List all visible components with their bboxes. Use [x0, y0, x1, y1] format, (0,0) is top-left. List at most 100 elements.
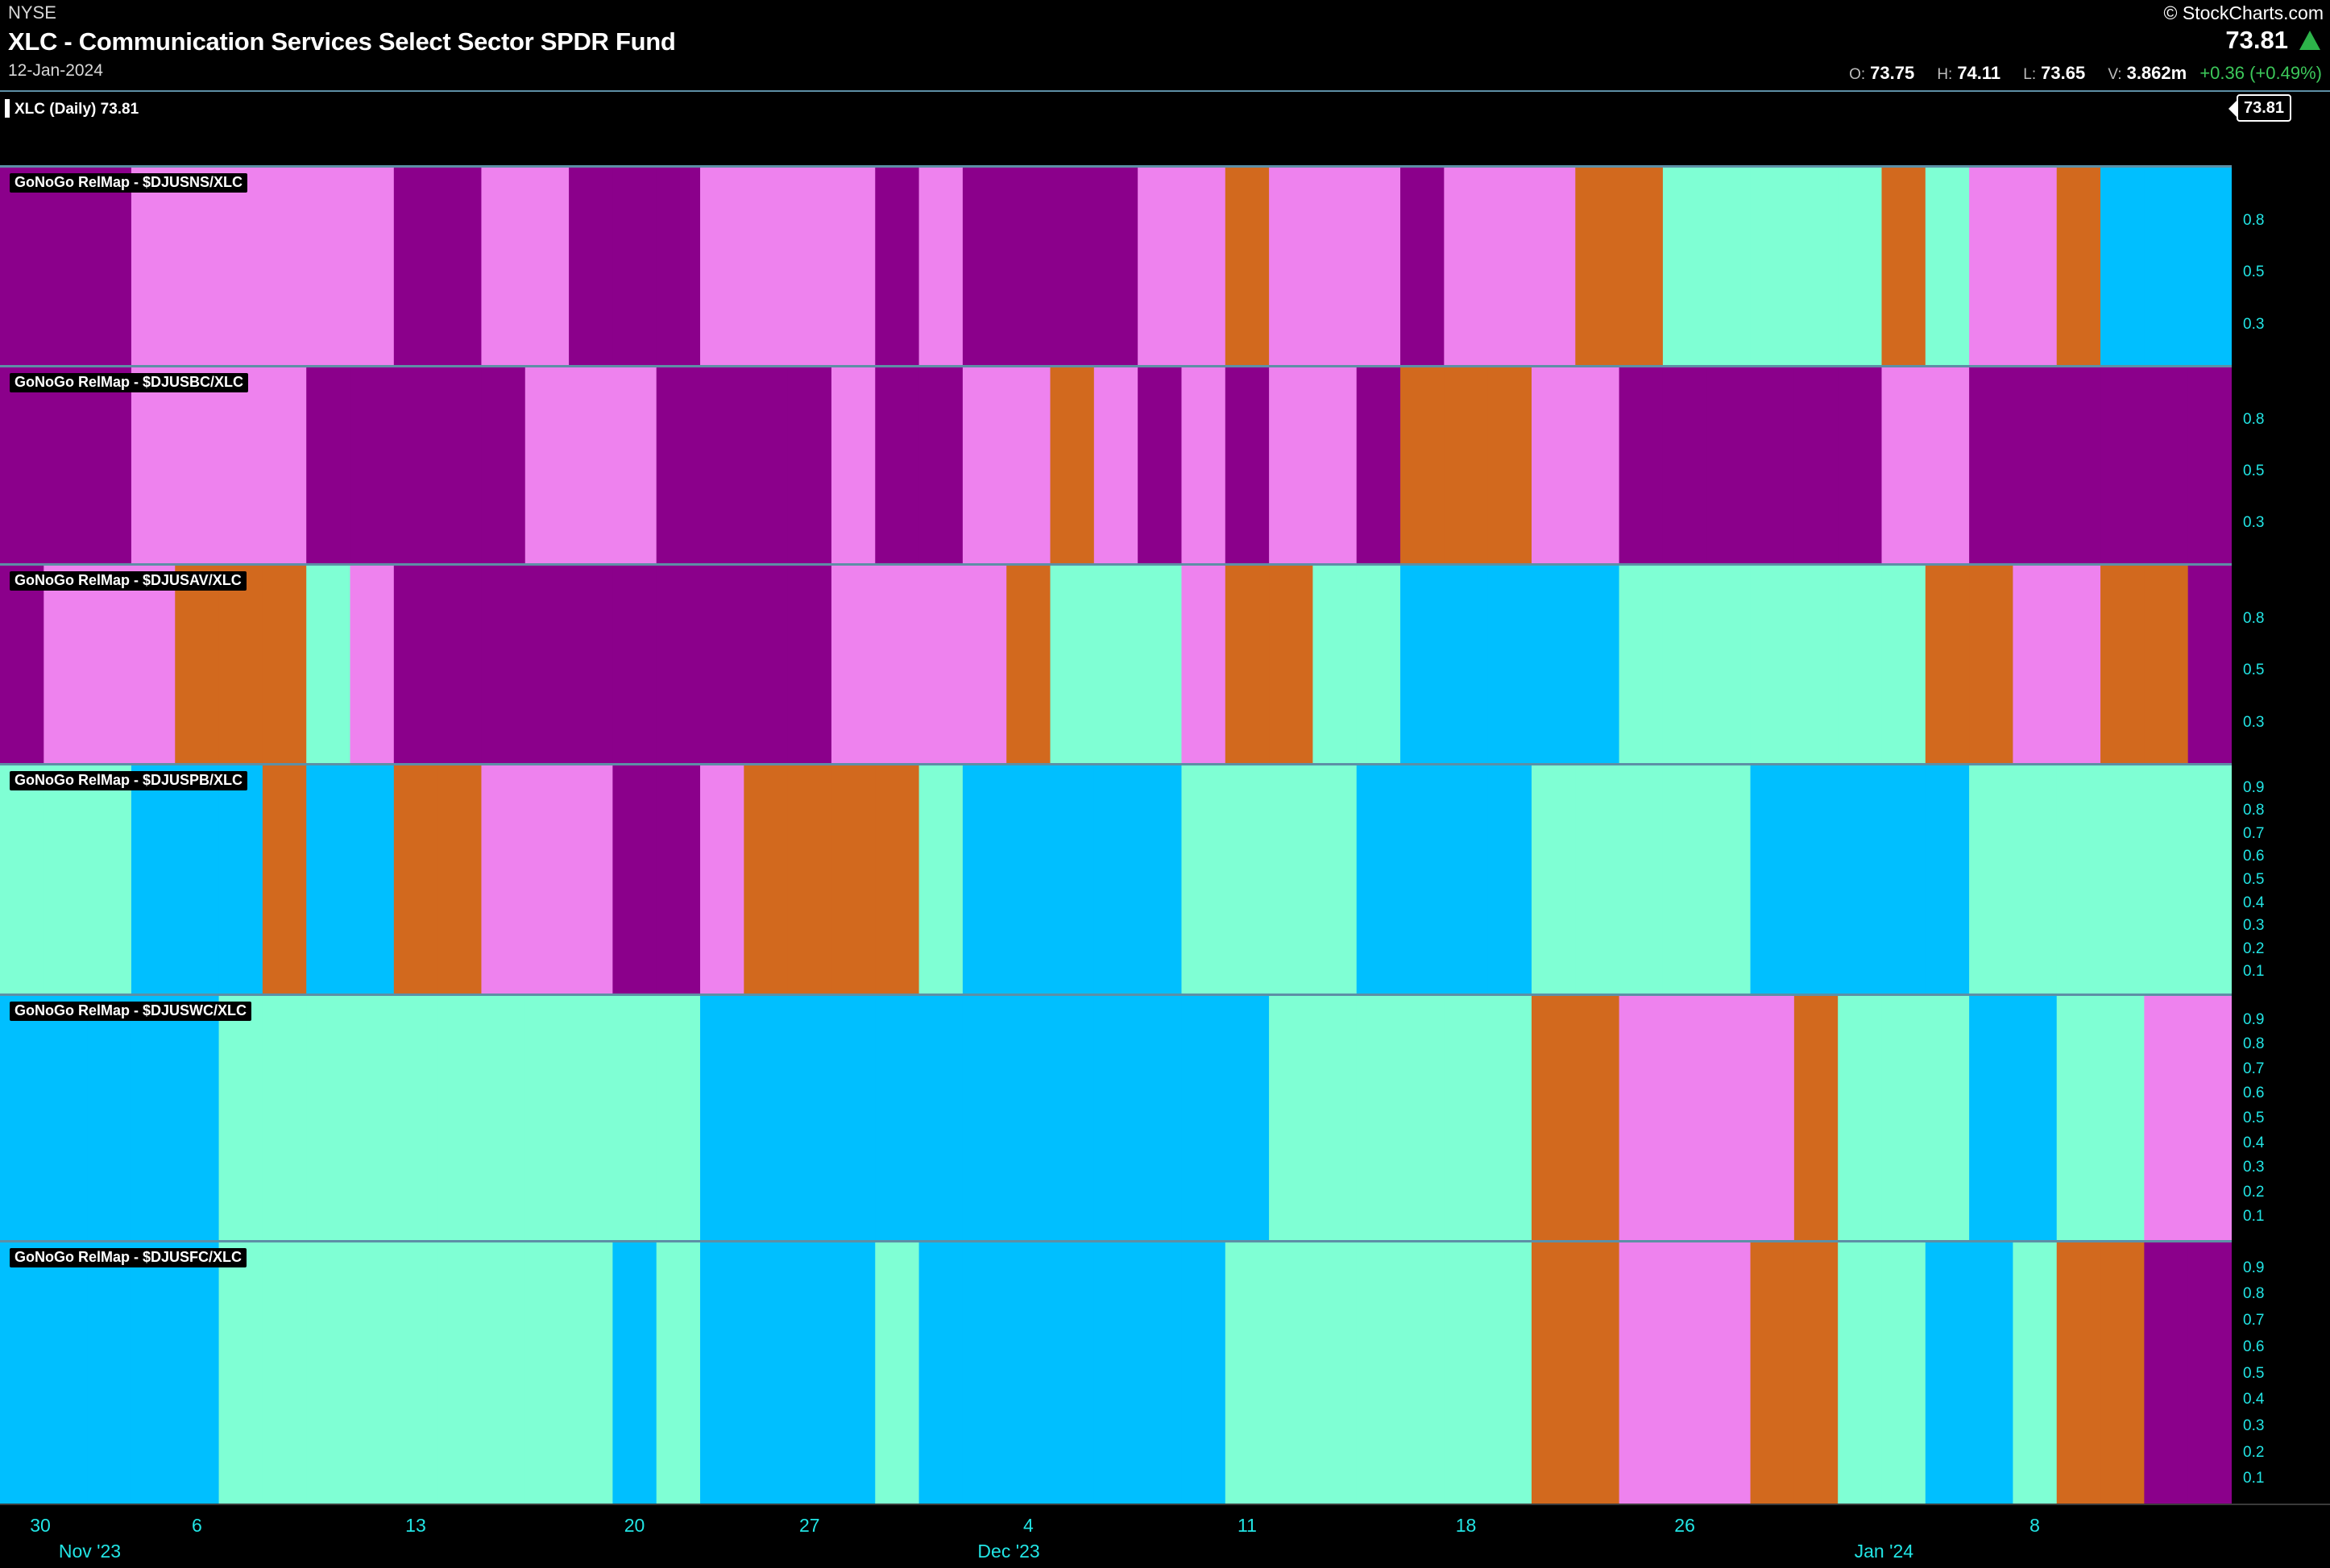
relmap-panel-1[interactable]	[0, 167, 2233, 367]
heat-cell	[1793, 565, 1839, 765]
heat-cell	[306, 565, 351, 765]
relmap-panel-2[interactable]	[0, 367, 2233, 565]
heat-cell	[656, 367, 701, 565]
relmap-panel-5[interactable]	[0, 995, 2233, 1242]
heat-cell	[44, 1242, 89, 1505]
heat-cell	[1575, 367, 1620, 565]
panel-divider	[0, 763, 2330, 765]
panel-divider	[0, 1240, 2330, 1242]
heat-cell	[875, 167, 920, 367]
heat-cell	[1881, 765, 1926, 995]
y-tick-label: 0.9	[2243, 1259, 2265, 1276]
heat-cell	[2056, 1242, 2101, 1505]
heat-cell	[175, 995, 220, 1242]
heat-cell	[350, 995, 395, 1242]
panel-label: GoNoGo RelMap - $DJUSNS/XLC	[10, 173, 248, 193]
heat-cell	[1050, 995, 1095, 1242]
heat-cell	[700, 367, 744, 565]
heat-cell	[0, 167, 44, 367]
heat-cell	[1138, 1242, 1183, 1505]
heat-cell	[306, 167, 351, 367]
heat-cell	[1662, 995, 1707, 1242]
heat-cell	[393, 565, 438, 765]
heat-cell	[569, 765, 613, 995]
heat-cell	[2187, 995, 2233, 1242]
heat-cell	[481, 995, 526, 1242]
heat-cell	[1793, 765, 1839, 995]
heat-cell	[437, 1242, 483, 1505]
heat-cell	[1793, 167, 1839, 367]
heat-cell	[1269, 367, 1314, 565]
heat-cell	[1312, 167, 1358, 367]
exchange-label: NYSE	[8, 2, 56, 23]
heat-cell	[1531, 565, 1576, 765]
panel-divider	[0, 165, 2330, 168]
heat-cell	[1838, 1242, 1883, 1505]
price-tag: 73.81	[2228, 94, 2291, 122]
heat-cell	[1706, 1242, 1752, 1505]
heat-cell	[306, 765, 351, 995]
heat-cell	[569, 167, 613, 367]
heat-cell	[175, 765, 220, 995]
heat-cell	[1969, 367, 2014, 565]
heat-cell	[87, 1242, 132, 1505]
heat-cell	[656, 565, 701, 765]
heat-cell	[918, 167, 964, 367]
y-tick-label: 0.8	[2243, 1035, 2265, 1053]
heat-cell	[131, 565, 176, 765]
heat-cell	[2013, 167, 2058, 367]
heat-cell	[1575, 765, 1620, 995]
heat-cell	[700, 1242, 744, 1505]
heat-cell	[1487, 765, 1532, 995]
low-value: 73.65	[2041, 63, 2086, 83]
heat-cell	[2100, 995, 2145, 1242]
heat-cell	[393, 765, 438, 995]
heat-cell	[1050, 565, 1095, 765]
heat-cell	[569, 1242, 613, 1505]
heat-cell	[87, 995, 132, 1242]
y-tick-label: 0.3	[2243, 315, 2265, 333]
heat-cell	[1662, 367, 1707, 565]
heat-cell	[175, 367, 220, 565]
heat-cell	[262, 167, 307, 367]
heat-cell	[962, 995, 1007, 1242]
y-tick-label: 0.2	[2243, 1183, 2265, 1201]
heat-cell	[437, 367, 483, 565]
heat-cell	[1444, 167, 1489, 367]
heat-cell	[1093, 1242, 1138, 1505]
y-tick-label: 0.3	[2243, 713, 2265, 731]
heat-cell	[1444, 367, 1489, 565]
heat-cell	[175, 167, 220, 367]
relmap-panel-4[interactable]	[0, 765, 2233, 995]
y-tick-label: 0.8	[2243, 609, 2265, 627]
relmap-panel-6[interactable]	[0, 1242, 2233, 1505]
heat-cell	[1706, 167, 1752, 367]
heat-cell	[744, 565, 789, 765]
relmap-panel-3[interactable]	[0, 565, 2233, 765]
x-tick-label: 11	[1237, 1515, 1257, 1536]
heat-cell	[700, 167, 744, 367]
heat-cell	[2013, 995, 2058, 1242]
heat-cell	[131, 1242, 176, 1505]
panel-label: GoNoGo RelMap - $DJUSBC/XLC	[10, 373, 249, 392]
panel-divider	[0, 993, 2330, 996]
heat-cell	[2056, 765, 2101, 995]
brand-label[interactable]: © StockCharts.com	[2163, 2, 2324, 23]
y-tick-label: 0.5	[2243, 463, 2265, 480]
price-marker	[5, 99, 10, 118]
open-label: O:	[1849, 66, 1866, 83]
price-panel-label: XLC (Daily) 73.81	[15, 101, 139, 118]
heat-cell	[175, 565, 220, 765]
heat-cell	[2187, 1242, 2233, 1505]
heat-cell	[524, 995, 570, 1242]
x-tick-label: 30	[30, 1515, 51, 1536]
heat-cell	[1400, 167, 1445, 367]
heat-cell	[218, 765, 263, 995]
volume-label: V:	[2108, 66, 2122, 83]
heat-cell	[524, 167, 570, 367]
heat-cell	[131, 765, 176, 995]
heat-cell	[1400, 565, 1445, 765]
last-price: 73.81	[2225, 26, 2288, 54]
heat-cell	[218, 565, 263, 765]
